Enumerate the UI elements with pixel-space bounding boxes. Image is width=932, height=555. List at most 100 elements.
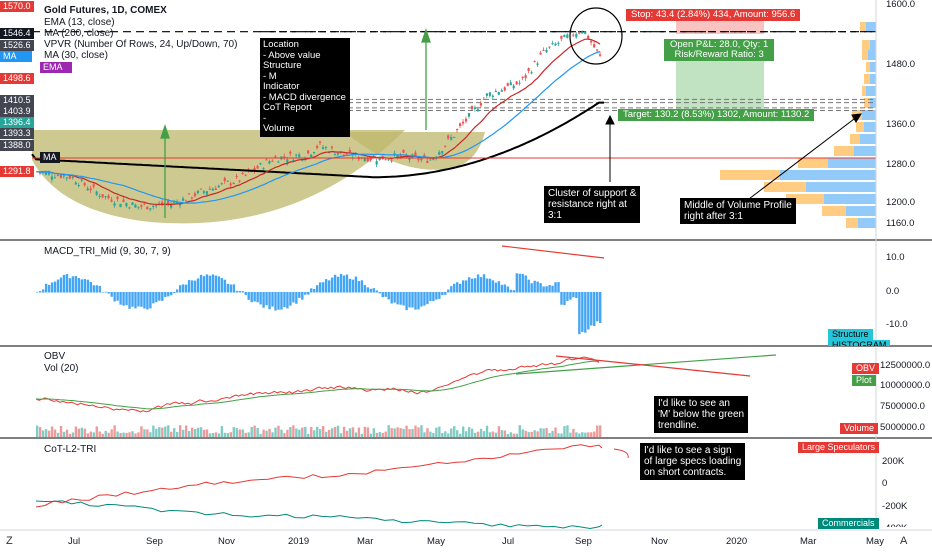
volume-bar — [599, 425, 602, 437]
macd-bar — [321, 282, 325, 293]
volume-bar — [563, 426, 566, 437]
macd-bar — [158, 292, 161, 301]
cluster-note-line: Cluster of support & — [548, 188, 637, 199]
vp-up-bar — [806, 182, 876, 192]
volume-bar — [274, 427, 277, 437]
candle-body — [128, 207, 131, 209]
macd-histogram — [36, 273, 602, 335]
volume-bar — [438, 426, 441, 437]
indicator-vpvr-label[interactable]: VPVR (Number Of Rows, 24, Up/Down, 70) — [44, 39, 238, 50]
macd-bar — [119, 292, 122, 305]
candle-body — [402, 149, 405, 153]
vp-up-bar — [858, 218, 876, 228]
macd-bar — [262, 292, 265, 308]
volume-bar — [515, 433, 518, 437]
cot-tick-label: -400K — [882, 523, 907, 527]
candle-body — [152, 205, 155, 207]
macd-bar — [199, 274, 203, 293]
volume-bar — [119, 433, 122, 437]
candle-body — [184, 200, 188, 202]
volume-bar — [74, 426, 78, 437]
candle-body — [116, 196, 119, 200]
candle-body — [89, 188, 92, 191]
vp-up-bar — [846, 206, 876, 216]
macd-bar — [113, 292, 116, 302]
volume-bar — [152, 425, 155, 437]
time-tick-label: Jul — [502, 536, 515, 547]
target-label[interactable]: Target: 130.2 (8.53%) 1302, Amount: 1130… — [618, 109, 815, 121]
candle-body — [333, 154, 337, 156]
macd-bar — [241, 291, 244, 293]
macd-bar — [220, 278, 224, 293]
macd-bar — [408, 292, 411, 308]
macd-bar — [348, 278, 352, 293]
volume-title[interactable]: Vol (20) — [44, 363, 79, 374]
candle-body — [414, 152, 417, 156]
open-pl-label[interactable]: Open P&L: 28.0, Qty: 1 Risk/Reward Ratio… — [664, 39, 775, 61]
obv-title[interactable]: OBV — [44, 351, 66, 362]
volume-bar — [330, 428, 334, 437]
macd-bar — [530, 283, 533, 293]
cot-title[interactable]: CoT-L2-TRI — [44, 444, 97, 455]
volume-bar — [596, 425, 599, 437]
auto-scale-icon[interactable]: Z — [6, 535, 13, 547]
macd-bar — [238, 291, 241, 293]
candle-body — [464, 118, 468, 122]
candle-body — [399, 154, 402, 157]
volume-bar — [500, 430, 504, 437]
macd-bar — [345, 274, 349, 293]
indicator-ma200-label[interactable]: MA (200, close) — [44, 28, 114, 39]
macd-bar — [104, 291, 107, 293]
volume-bar — [313, 430, 316, 437]
macd-bar — [423, 292, 426, 306]
candle-body — [77, 184, 80, 186]
candle-body — [262, 168, 265, 170]
macd-bar — [554, 282, 557, 293]
candle-body — [232, 182, 235, 184]
macd-bar — [161, 292, 164, 301]
candle-body — [65, 177, 68, 179]
candle-body — [205, 191, 208, 195]
macd-bar — [509, 289, 513, 293]
volume-bar — [581, 432, 584, 437]
volume-bar — [578, 433, 581, 437]
candle-body — [456, 129, 459, 131]
macd-bar — [518, 273, 521, 293]
macd-bar — [405, 292, 408, 311]
macd-title[interactable]: MACD_TRI_Mid (9, 30, 7, 9) — [44, 246, 171, 257]
candle-body — [226, 180, 229, 182]
volume-bar — [310, 427, 313, 437]
stop-label[interactable]: Stop: 43.4 (2.84%) 434, Amount: 956.6 — [626, 9, 801, 21]
cot-tick-label: 200K — [882, 456, 905, 467]
settings-icon[interactable]: A — [900, 535, 908, 547]
candle-body — [572, 34, 575, 36]
macd-bar — [319, 282, 322, 293]
indicator-ema-label[interactable]: EMA (13, close) — [44, 17, 115, 28]
indicator-ma30-label[interactable]: MA (30, close) — [44, 50, 108, 61]
volume-bar — [295, 428, 298, 437]
vp-down-bar — [764, 182, 806, 192]
candle-body — [539, 52, 542, 55]
volume-bar — [181, 429, 185, 437]
volume-bar — [271, 432, 274, 437]
obv-tick-label: 10000000.0 — [880, 380, 931, 391]
vp-up-bar — [870, 40, 876, 50]
macd-bar — [56, 279, 60, 293]
volume-bar — [378, 432, 381, 437]
vp-up-bar — [868, 50, 876, 60]
macd-bar — [217, 276, 221, 293]
macd-bar — [44, 283, 48, 293]
candle-body — [283, 156, 286, 158]
macd-bar — [450, 286, 453, 293]
cot-note: I'd like to see a sign of large specs lo… — [640, 443, 746, 480]
candle-body — [384, 159, 387, 161]
macd-bar — [599, 292, 602, 324]
macd-bar — [515, 273, 518, 293]
candle-body — [68, 175, 71, 179]
macd-bar — [131, 292, 134, 307]
candle-body — [238, 180, 241, 182]
volume-bar — [360, 433, 364, 437]
macd-bar — [521, 273, 524, 293]
macd-bar — [533, 280, 536, 293]
